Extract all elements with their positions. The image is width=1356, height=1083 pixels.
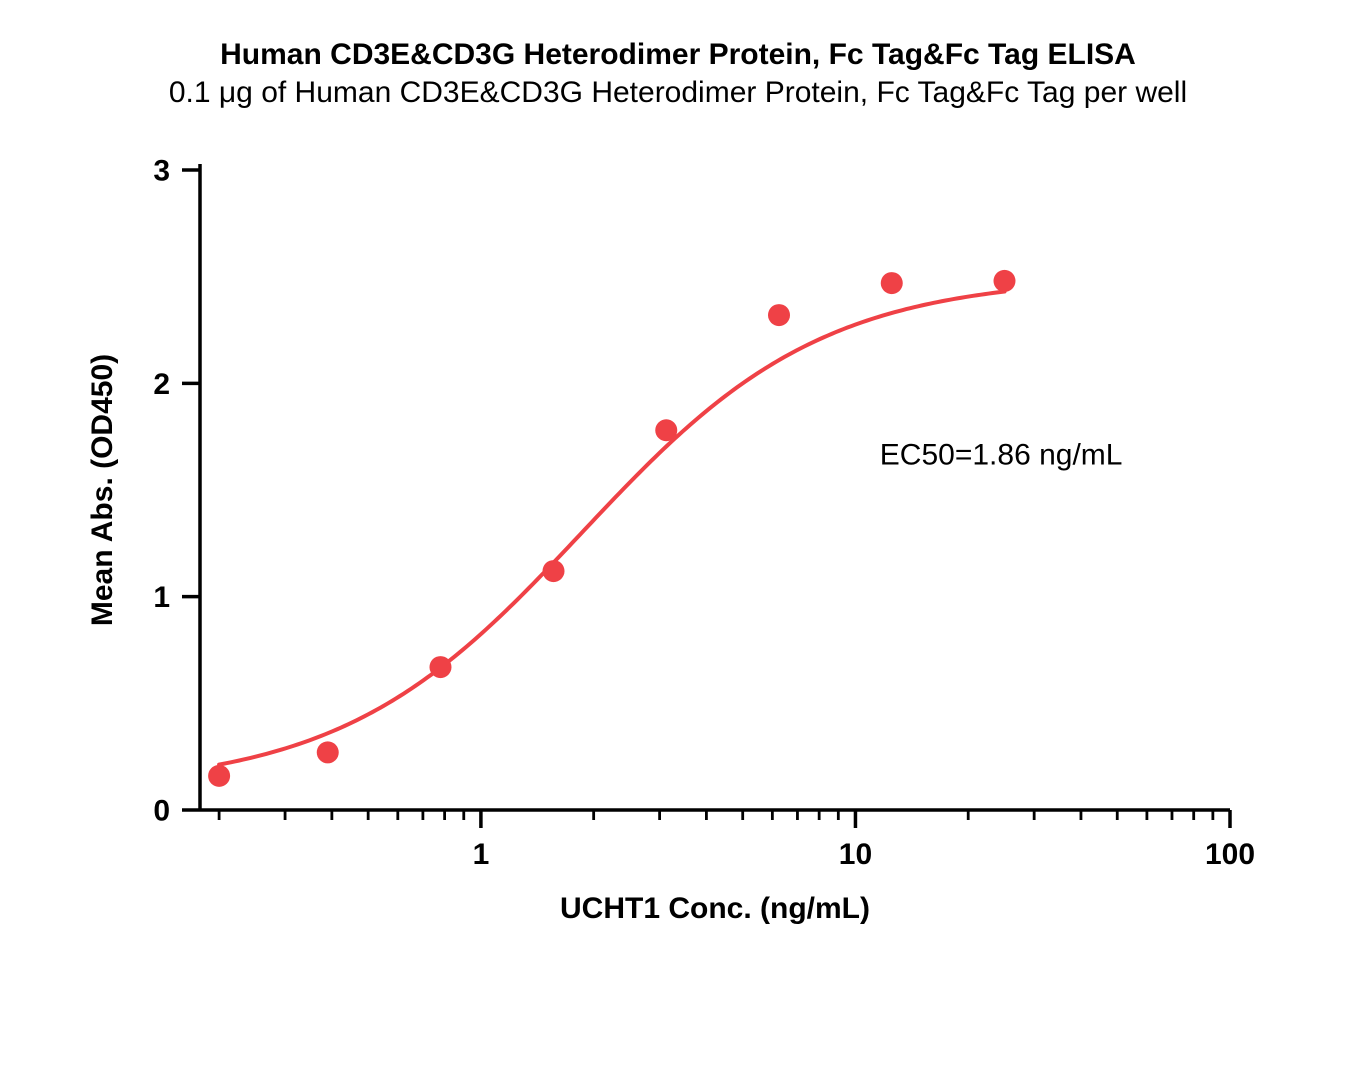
svg-text:1: 1: [153, 581, 170, 614]
plot-svg: 0 1 2 3 1 10 100 UCHT1 Conc. (ng/mL) Mean Abs. (…: [0, 0, 1356, 1083]
chart-container: Human CD3E&CD3G Heterodimer Protein, Fc …: [0, 0, 1356, 1083]
svg-text:3: 3: [153, 155, 170, 188]
svg-text:2: 2: [153, 368, 170, 401]
svg-text:0: 0: [153, 795, 170, 828]
svg-text:100: 100: [1205, 838, 1255, 871]
svg-text:Mean Abs. (OD450): Mean Abs. (OD450): [86, 354, 119, 626]
svg-text:UCHT1 Conc. (ng/mL): UCHT1 Conc. (ng/mL): [560, 892, 870, 925]
svg-text:EC50=1.86 ng/mL: EC50=1.86 ng/mL: [880, 438, 1123, 471]
svg-text:1: 1: [473, 838, 490, 871]
svg-text:10: 10: [839, 838, 872, 871]
